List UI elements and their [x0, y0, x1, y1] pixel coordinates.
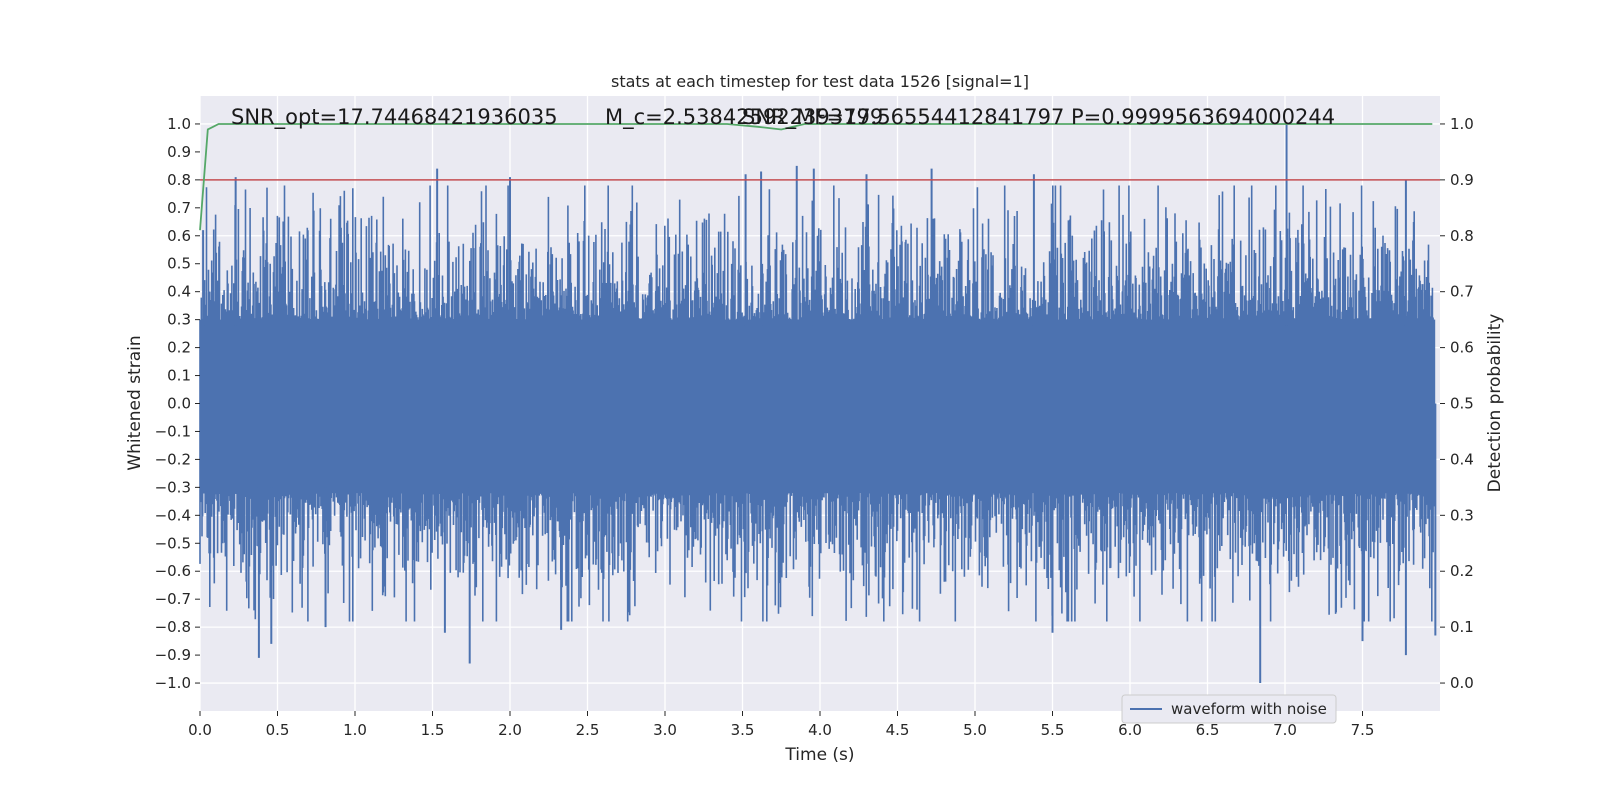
y2-tick-label: 0.5 [1450, 395, 1474, 413]
y-tick-label: 0.8 [167, 171, 191, 189]
ticks: 0.0 0.5 1.0 1.5 2.0 2.5 3.0 3.5 4.0 4.5 5.0 5.5 6.0 6… [155, 115, 1474, 739]
y-tick-label: −0.6 [155, 562, 191, 580]
y-tick-label: −0.2 [155, 450, 191, 468]
y-tick-label: 0.3 [167, 311, 191, 329]
y-tick-label: −0.7 [155, 590, 191, 608]
y-tick-label: 0.9 [167, 143, 191, 161]
y-tick-label: −0.5 [155, 534, 191, 552]
y-tick-label: −0.1 [155, 422, 191, 440]
y2-axis-label: Detection probability [1485, 314, 1505, 493]
legend: waveform with noise [1121, 694, 1337, 724]
detection-probability-line [199, 123, 1433, 231]
legend-box [1121, 694, 1337, 724]
y-tick-label: 0.4 [167, 283, 191, 301]
stat-snr-opt: SNR_opt=17.74468421936035 [231, 105, 558, 130]
x-axis-label: Time (s) [784, 745, 854, 765]
y-tick-label: 1.0 [167, 115, 191, 133]
y-tick-label: 0.0 [167, 395, 191, 413]
legend-label: waveform with noise [1171, 700, 1327, 718]
overlay-series [199, 123, 1440, 231]
waveform-series [199, 123, 1437, 684]
x-tick-label: 1.5 [421, 721, 445, 739]
stat-probability: P=0.9999563694000244 [1071, 105, 1335, 129]
y-tick-label: −1.0 [155, 674, 191, 692]
x-tick-label: 5.5 [1041, 721, 1065, 739]
y-tick-label: −0.9 [155, 646, 191, 664]
y2-tick-label: 0.7 [1450, 283, 1474, 301]
y-tick-label: 0.1 [167, 367, 191, 385]
x-tick-label: 7.0 [1273, 721, 1297, 739]
y-tick-label: 0.7 [167, 199, 191, 217]
x-tick-label: 6.0 [1118, 721, 1142, 739]
y2-tick-label: 0.1 [1450, 618, 1474, 636]
x-tick-label: 4.0 [808, 721, 832, 739]
y2-tick-label: 0.9 [1450, 171, 1474, 189]
y-tick-label: 0.5 [167, 255, 191, 273]
y-tick-label: 0.2 [167, 339, 191, 357]
y-tick-label: 0.6 [167, 227, 191, 245]
y2-tick-label: 1.0 [1450, 115, 1474, 133]
x-tick-label: 5.0 [963, 721, 987, 739]
chart-title: stats at each timestep for test data 152… [611, 72, 1029, 91]
y2-tick-label: 0.8 [1450, 227, 1474, 245]
x-tick-label: 2.0 [498, 721, 522, 739]
y2-tick-label: 0.0 [1450, 674, 1474, 692]
x-tick-label: 7.5 [1351, 721, 1375, 739]
x-tick-label: 3.5 [731, 721, 755, 739]
x-tick-label: 0.0 [188, 721, 212, 739]
y-tick-label: −0.4 [155, 506, 191, 524]
y2-tick-label: 0.4 [1450, 450, 1474, 468]
y2-tick-label: 0.3 [1450, 506, 1474, 524]
x-tick-label: 4.5 [886, 721, 910, 739]
y-axis-label: Whitened strain [125, 335, 145, 470]
x-tick-label: 1.0 [343, 721, 367, 739]
y-tick-label: −0.8 [155, 618, 191, 636]
x-tick-label: 2.5 [576, 721, 600, 739]
x-tick-label: 3.0 [653, 721, 677, 739]
y2-tick-label: 0.6 [1450, 339, 1474, 357]
waveform-core-band [200, 325, 1435, 488]
stat-snr-mf: SNR_MF=17.56554412841797 [742, 105, 1064, 130]
x-tick-label: 0.5 [266, 721, 290, 739]
x-tick-label: 6.5 [1196, 721, 1220, 739]
stat-chirp-mass: M_c=2.538425922393799 [605, 105, 883, 130]
y-tick-label: −0.3 [155, 478, 191, 496]
y2-tick-label: 0.2 [1450, 562, 1474, 580]
